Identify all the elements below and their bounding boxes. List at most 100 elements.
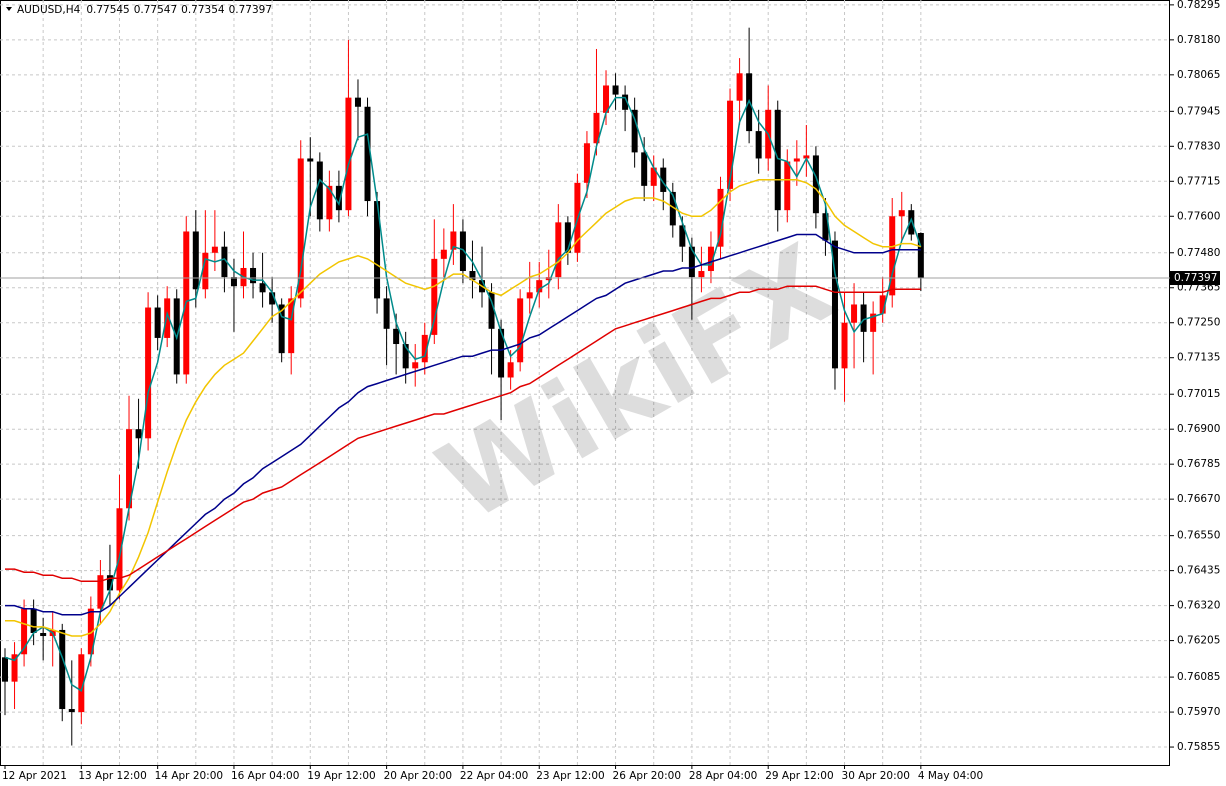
candle-body: [583, 143, 590, 183]
candle-body: [316, 161, 323, 220]
candle-body: [2, 657, 8, 682]
x-tick-label: 13 Apr 12:00: [78, 770, 146, 782]
x-tick-label: 23 Apr 12:00: [536, 770, 604, 782]
y-tick-label: 0.78180: [1177, 34, 1220, 46]
candle-body: [784, 161, 791, 211]
candle-body: [507, 362, 514, 378]
candle-body: [679, 225, 686, 247]
y-tick-label: 0.78065: [1177, 69, 1220, 81]
close-value: 0.77397: [229, 4, 272, 16]
plot-frame: [0, 0, 1170, 766]
candle-body: [431, 258, 438, 335]
candle-body: [908, 210, 915, 235]
y-tick-label: 0.76670: [1177, 493, 1220, 505]
candle-body: [860, 304, 867, 332]
candle-body: [622, 94, 629, 110]
chart-title: AUDUSD,H4 0.77545 0.77547 0.77354 0.77397: [17, 4, 272, 16]
x-tick-label: 16 Apr 04:00: [231, 770, 299, 782]
candle-body: [870, 313, 877, 332]
moving-average: [4, 96, 922, 692]
y-tick-label: 0.76900: [1177, 423, 1220, 435]
candle-body: [707, 246, 714, 272]
candle-body: [669, 191, 676, 226]
x-tick-label: 26 Apr 20:00: [613, 770, 681, 782]
y-tick-label: 0.76085: [1177, 671, 1220, 683]
candle-body: [631, 109, 638, 153]
symbol: AUDUSD,H4: [17, 4, 81, 16]
candle-body: [774, 109, 781, 211]
candle-body: [135, 429, 142, 439]
candle-body: [841, 322, 848, 369]
y-tick-label: 0.77945: [1177, 105, 1220, 117]
candle-body: [755, 131, 762, 159]
marks: [0, 27, 1170, 746]
current-price-label: 0.77397: [1174, 272, 1217, 284]
moving-average: [5, 179, 922, 637]
candle-body: [717, 188, 724, 247]
current-price-tag: [1170, 271, 1220, 286]
candle-body: [498, 328, 505, 378]
high-value: 0.77547: [134, 4, 177, 16]
candle-body: [164, 298, 171, 338]
candle-body: [851, 304, 858, 323]
y-tick-label: 0.76785: [1177, 458, 1220, 470]
candle-body: [326, 185, 333, 220]
candle-body: [736, 73, 743, 101]
candle-body: [11, 654, 18, 682]
candle-body: [889, 216, 896, 296]
x-tick-label: 22 Apr 04:00: [460, 770, 528, 782]
candle-body: [793, 158, 800, 162]
y-tick-label: 0.75855: [1177, 741, 1220, 753]
y-tick-label: 0.76550: [1177, 530, 1220, 542]
candle-body: [660, 167, 667, 192]
candle-body: [59, 629, 66, 710]
candle-body: [593, 112, 600, 144]
candle-body: [603, 85, 610, 113]
candle-body: [650, 167, 657, 186]
x-tick-label: 4 May 04:00: [918, 770, 983, 782]
candle-body: [688, 246, 695, 278]
y-tick-label: 0.77715: [1177, 175, 1220, 187]
candle-body: [97, 575, 104, 609]
y-tick-label: 0.77830: [1177, 140, 1220, 152]
y-tick-label: 0.77015: [1177, 388, 1220, 400]
candle-body: [536, 280, 543, 293]
title-arrow: [6, 7, 12, 11]
candle-body: [412, 362, 419, 369]
candle-body: [87, 608, 94, 655]
candle-body: [278, 304, 285, 354]
candle-body: [803, 155, 810, 159]
candle-body: [230, 277, 237, 287]
y-tick-label: 0.76205: [1177, 635, 1220, 647]
candle-body: [917, 232, 924, 279]
candle-body: [364, 106, 371, 202]
candle-body: [40, 632, 47, 637]
candle-body: [68, 709, 75, 713]
y-tick-label: 0.75970: [1177, 706, 1220, 718]
moving-average: [5, 285, 921, 583]
candle-body: [469, 271, 476, 281]
candle-body: [641, 152, 648, 186]
grid: [0, 0, 1170, 765]
candle-body: [812, 155, 819, 214]
candle-body: [154, 307, 161, 338]
y-tick-label: 0.77480: [1177, 247, 1220, 259]
candle-body: [145, 307, 152, 439]
candle-body: [345, 97, 352, 211]
candle-body: [116, 508, 123, 591]
candle-body: [488, 292, 495, 329]
candle-body: [898, 210, 905, 217]
candle-body: [211, 246, 218, 253]
candle-body: [526, 292, 533, 299]
candle-body: [393, 328, 400, 345]
candle-body: [564, 222, 571, 253]
x-tick-label: 14 Apr 20:00: [155, 770, 223, 782]
candle-body: [402, 344, 409, 369]
candle-body: [30, 608, 37, 633]
low-value: 0.77354: [181, 4, 225, 16]
y-tick-label: 0.76320: [1177, 600, 1220, 612]
candle-body: [459, 231, 466, 272]
candle-body: [192, 231, 199, 290]
y-tick-label: 0.76435: [1177, 565, 1220, 577]
